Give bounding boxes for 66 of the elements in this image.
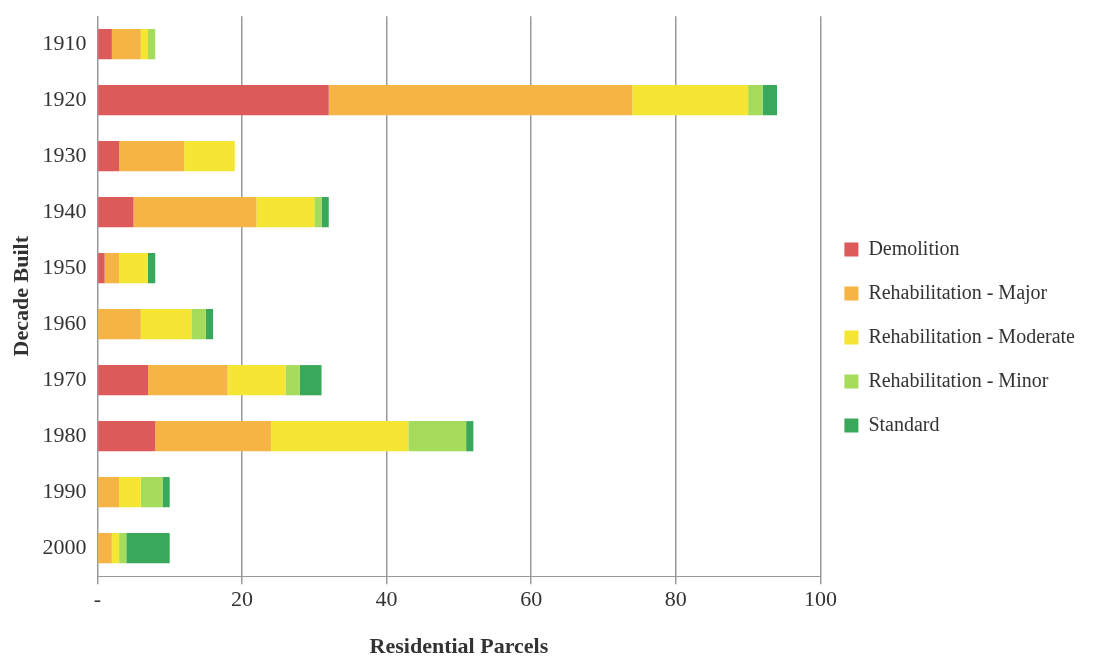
y-axis-title: Decade Built xyxy=(7,235,33,357)
bar xyxy=(227,365,286,396)
bar xyxy=(98,533,112,564)
bar xyxy=(98,141,120,172)
bar xyxy=(98,29,112,60)
bar xyxy=(119,477,141,508)
bar xyxy=(328,85,633,116)
bar xyxy=(98,253,105,284)
bar xyxy=(314,197,322,228)
y-tick-label: 1910 xyxy=(42,29,87,55)
bar xyxy=(191,309,206,340)
y-tick-label: 1990 xyxy=(42,477,87,503)
x-tick-label: - xyxy=(93,586,102,612)
bar xyxy=(148,365,228,396)
bar xyxy=(299,365,322,396)
bar xyxy=(148,29,156,60)
y-tick-label: 2000 xyxy=(42,533,87,559)
bar xyxy=(748,85,763,116)
bar xyxy=(111,533,120,564)
bar xyxy=(184,141,235,172)
x-tick-label: 40 xyxy=(375,586,398,612)
bar xyxy=(104,253,120,284)
bar xyxy=(285,365,300,396)
legend-label: Rehabilitation - Moderate xyxy=(868,324,1076,347)
bar xyxy=(133,197,257,228)
bar xyxy=(321,197,329,228)
bar xyxy=(119,533,127,564)
bar xyxy=(155,421,271,452)
bar xyxy=(111,29,141,60)
bar xyxy=(762,85,778,116)
bar xyxy=(140,477,163,508)
x-tick-label: 80 xyxy=(664,586,687,612)
bar xyxy=(162,477,170,508)
bar xyxy=(466,421,474,452)
y-tick-label: 1960 xyxy=(42,309,87,335)
bar xyxy=(140,309,192,340)
bar xyxy=(98,197,134,228)
bar xyxy=(98,477,120,508)
bar xyxy=(148,253,156,284)
bar xyxy=(270,421,409,452)
x-tick-label: 60 xyxy=(520,586,543,612)
y-tick-label: 1930 xyxy=(42,141,87,167)
bar xyxy=(98,309,141,340)
x-tick-label: 100 xyxy=(803,586,837,612)
bar xyxy=(140,29,149,60)
x-axis-title: Residential Parcels xyxy=(369,633,549,659)
legend-label: Rehabilitation - Major xyxy=(868,280,1048,304)
bar xyxy=(98,365,149,396)
bar xyxy=(126,533,170,564)
legend-label: Demolition xyxy=(868,236,960,259)
bar xyxy=(98,421,156,452)
legend-label: Rehabilitation - Minor xyxy=(868,368,1049,391)
bar xyxy=(98,85,329,116)
bar xyxy=(119,253,149,284)
bar xyxy=(632,85,749,116)
y-tick-label: 1920 xyxy=(42,85,87,111)
y-tick-label: 1980 xyxy=(42,421,87,447)
bar xyxy=(205,309,214,340)
bar xyxy=(119,141,185,172)
legend-label: Standard xyxy=(868,412,940,435)
bar xyxy=(256,197,315,228)
bar xyxy=(408,421,467,452)
y-tick-label: 1970 xyxy=(42,365,87,391)
y-tick-label: 1940 xyxy=(42,197,87,223)
y-tick-label: 1950 xyxy=(42,253,87,279)
x-tick-label: 20 xyxy=(231,586,253,612)
